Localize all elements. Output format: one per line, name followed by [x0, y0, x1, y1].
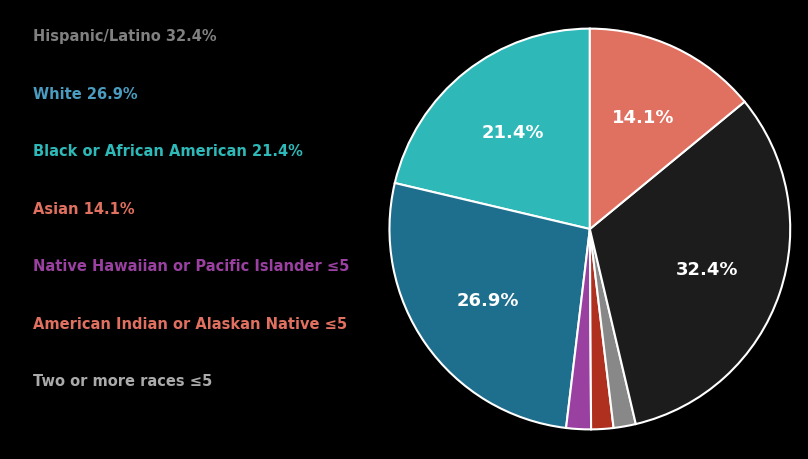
- Text: 26.9%: 26.9%: [457, 291, 520, 309]
- Wedge shape: [590, 230, 613, 430]
- Wedge shape: [590, 102, 790, 424]
- Text: 14.1%: 14.1%: [612, 108, 674, 126]
- Wedge shape: [395, 29, 590, 230]
- Wedge shape: [389, 184, 590, 428]
- Text: Native Hawaiian or Pacific Islander ≤5: Native Hawaiian or Pacific Islander ≤5: [33, 259, 349, 274]
- Wedge shape: [590, 29, 745, 230]
- Text: 32.4%: 32.4%: [676, 260, 739, 278]
- Text: 21.4%: 21.4%: [482, 123, 544, 141]
- Text: Asian 14.1%: Asian 14.1%: [33, 202, 135, 216]
- Wedge shape: [566, 230, 591, 430]
- Text: Black or African American 21.4%: Black or African American 21.4%: [33, 144, 303, 159]
- Text: White 26.9%: White 26.9%: [33, 87, 137, 101]
- Text: Two or more races ≤5: Two or more races ≤5: [33, 374, 213, 388]
- Wedge shape: [590, 230, 636, 428]
- Text: Hispanic/Latino 32.4%: Hispanic/Latino 32.4%: [33, 29, 217, 44]
- Text: American Indian or Alaskan Native ≤5: American Indian or Alaskan Native ≤5: [33, 316, 347, 331]
